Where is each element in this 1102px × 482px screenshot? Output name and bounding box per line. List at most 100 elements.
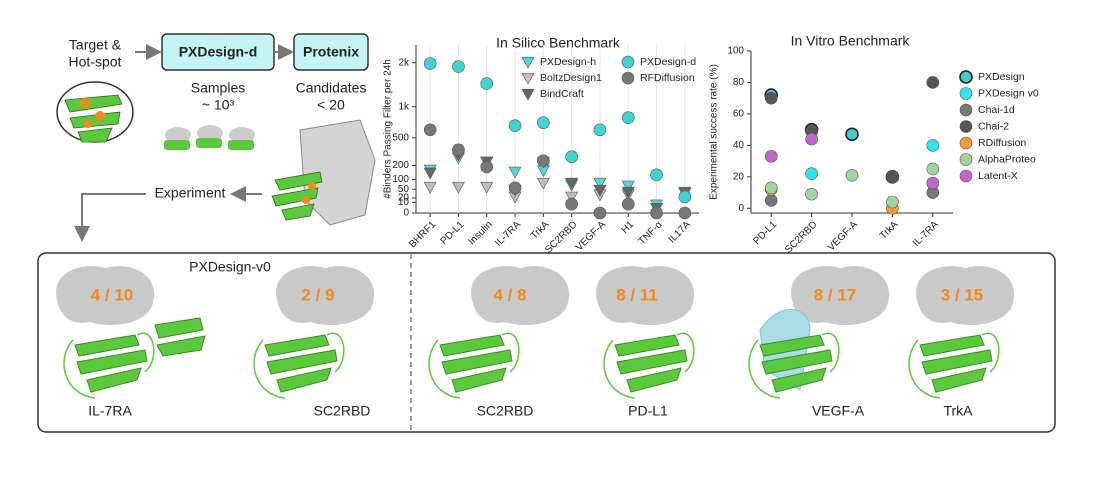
y-tick-label: 500	[392, 133, 409, 144]
y-tick-label: 50	[398, 184, 410, 195]
data-point	[423, 123, 437, 137]
target-protein	[56, 81, 134, 143]
data-point	[650, 168, 663, 182]
data-point	[423, 167, 437, 180]
y-tick-label: 40	[733, 140, 745, 151]
legend-marker	[959, 136, 973, 150]
x-tick-label: BHRF1	[407, 219, 438, 250]
chart-title: In Silico Benchmark	[496, 35, 621, 51]
data-point	[886, 195, 899, 209]
legend-label: PXDesign	[978, 71, 1025, 83]
y-tick-label: 2k	[398, 57, 410, 68]
legend-label: Latent-X	[978, 170, 1018, 182]
legend-marker	[521, 88, 535, 101]
success-ratio: 8 / 17	[814, 285, 857, 304]
legend-label: RDiffusion	[978, 137, 1026, 149]
target-name: PD-L1	[628, 403, 668, 419]
x-tick-label: TNF-α	[637, 219, 665, 247]
data-point	[926, 162, 940, 176]
candidates-label: < 20	[317, 97, 345, 113]
data-point	[805, 167, 818, 180]
x-tick-label: VEGF-A	[574, 219, 608, 253]
data-point	[423, 181, 437, 194]
data-point	[845, 127, 859, 142]
target-blob	[791, 266, 890, 326]
data-point	[423, 57, 437, 70]
arrow	[74, 193, 146, 242]
data-point	[621, 186, 635, 199]
data-point	[452, 60, 465, 73]
legend-marker	[521, 72, 535, 85]
binder-loop	[748, 332, 840, 399]
data-point	[508, 166, 522, 179]
target-blob	[916, 266, 1015, 326]
legend-marker	[959, 153, 973, 166]
x-tick-label: Insulin	[467, 219, 495, 247]
x-tick-label: PD-L1	[751, 219, 779, 247]
target-blob	[471, 266, 570, 326]
target-blob	[596, 266, 695, 326]
y-tick-label: 60	[733, 109, 745, 120]
y-tick-label: 100	[727, 46, 744, 57]
y-tick-label: 1k	[398, 101, 410, 112]
target-blob	[56, 266, 155, 326]
experiment-label: Experiment	[155, 185, 226, 201]
binder-loop	[603, 332, 695, 399]
data-point	[845, 168, 859, 182]
binder-structure	[614, 334, 688, 393]
panel-label: PXDesign-v0	[189, 259, 271, 275]
legend-label: PXDesign-h	[540, 56, 596, 68]
success-ratio: 4 / 10	[91, 285, 134, 304]
panel-frame	[37, 252, 1056, 433]
binder-loop	[428, 332, 520, 399]
data-point	[621, 197, 635, 211]
data-point	[886, 170, 899, 184]
target-label: Hot-spot	[69, 54, 122, 70]
target-name: TrkA	[943, 403, 973, 419]
y-tick-label: 10	[398, 197, 410, 208]
x-tick-label: VEGF-A	[826, 219, 860, 253]
data-point	[764, 194, 778, 207]
binder-structure	[154, 317, 206, 357]
x-tick-label: PD-L1	[439, 219, 467, 247]
legend-marker	[621, 55, 635, 69]
success-ratio: 3 / 15	[941, 285, 984, 304]
binder-structure	[439, 334, 513, 393]
legend-marker	[959, 70, 973, 84]
data-point	[764, 150, 778, 163]
success-ratio: 4 / 8	[493, 285, 526, 304]
binder-structure	[74, 334, 148, 393]
target-name: VEGF-A	[812, 403, 865, 419]
step-label: PXDesign-d	[179, 44, 258, 60]
data-point	[451, 181, 465, 194]
data-point	[593, 184, 607, 197]
target-label: Target &	[69, 37, 122, 53]
target-name: IL-7RA	[88, 403, 132, 419]
data-point	[593, 177, 607, 190]
data-point	[565, 150, 578, 164]
target-name: SC2RBD	[477, 403, 534, 419]
legend-label: BoltzDesign1	[540, 72, 602, 84]
data-point	[537, 154, 550, 168]
legend-marker	[959, 120, 973, 133]
x-tick-label: SC2RBD	[783, 219, 819, 255]
binder-loop	[63, 332, 155, 399]
chart-title: In Vitro Benchmark	[791, 33, 911, 49]
data-point	[565, 191, 579, 204]
data-point	[926, 176, 940, 190]
binder-structure	[759, 334, 833, 393]
data-point	[565, 197, 578, 211]
data-point	[480, 181, 494, 194]
legend-marker	[621, 71, 635, 85]
data-point	[764, 91, 778, 105]
data-point	[650, 206, 663, 220]
legend-marker	[521, 56, 535, 69]
x-tick-label: TrkA	[878, 219, 901, 242]
x-tick-label: IL-7RA	[493, 219, 523, 249]
y-axis-label: #Binders Passing Filter per 24h	[383, 59, 394, 199]
legend-label: PXDesign v0	[978, 87, 1039, 99]
data-point	[926, 76, 940, 89]
samples-label: Samples	[191, 80, 245, 96]
x-tick-label: TrkA	[529, 219, 552, 242]
